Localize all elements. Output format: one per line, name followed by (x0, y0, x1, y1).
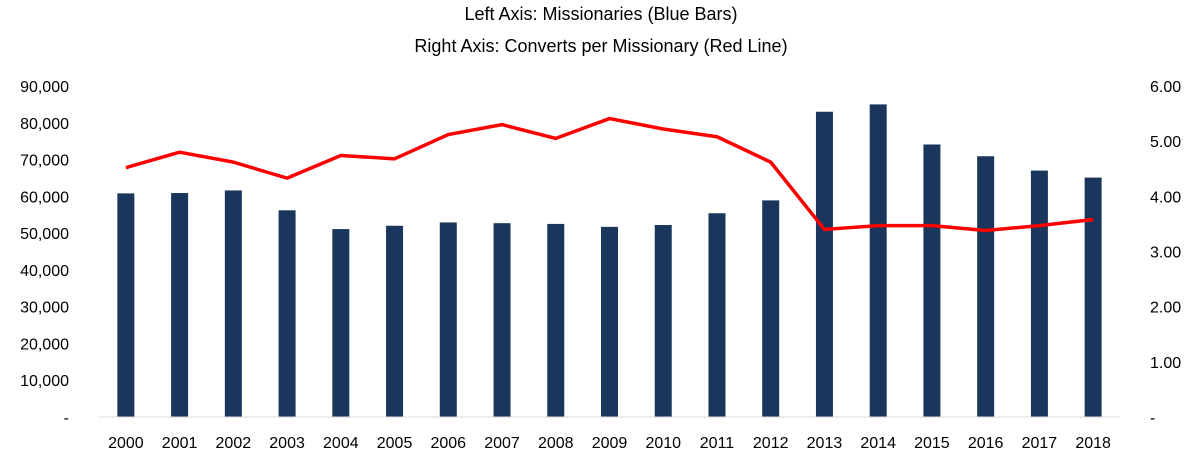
left-axis-tick-label: 20,000 (20, 336, 69, 353)
bar (601, 226, 618, 417)
bar (439, 222, 457, 417)
bar (654, 225, 672, 417)
left-axis-tick-label: 40,000 (20, 263, 69, 280)
bar (762, 200, 780, 417)
x-axis-tick-label: 2002 (216, 435, 252, 452)
right-axis-tick-label: 3.00 (1150, 245, 1181, 262)
x-axis-tick-label: 2003 (269, 435, 305, 452)
x-axis-tick-label: 2012 (753, 435, 789, 452)
bar (493, 223, 511, 417)
right-axis: - 1.00 2.00 3.00 4.00 5.00 6.00 (1150, 79, 1181, 427)
x-axis-tick-label: 2015 (914, 435, 950, 452)
left-axis-tick-label: 10,000 (20, 373, 69, 390)
bar (708, 213, 726, 417)
left-axis-tick-label: 60,000 (20, 189, 69, 206)
bar (224, 190, 242, 417)
x-axis-tick-label: 2007 (484, 435, 520, 452)
x-axis-tick-label: 2001 (162, 435, 198, 452)
x-axis-tick-label: 2014 (860, 435, 896, 452)
x-axis-tick-label: 2018 (1075, 435, 1111, 452)
x-axis-tick-label: 2016 (968, 435, 1004, 452)
left-axis-tick-label: 80,000 (20, 116, 69, 133)
left-axis-tick-label: 90,000 (20, 79, 69, 96)
x-axis-tick-label: 2017 (1022, 435, 1058, 452)
left-axis-tick-label: - (64, 410, 69, 427)
left-axis-tick-label: 30,000 (20, 300, 69, 317)
right-axis-tick-label: 2.00 (1150, 300, 1181, 317)
x-axis: 2000 2001 2002 2003 2004 2005 2006 2007 2008 2009… (108, 435, 1111, 452)
x-axis-tick-label: 2009 (592, 435, 628, 452)
right-axis-tick-label: 4.00 (1150, 189, 1181, 206)
right-axis-tick-label: 1.00 (1150, 355, 1181, 372)
x-axis-tick-label: 2008 (538, 435, 574, 452)
left-axis: - 10,000 20,000 30,000 40,000 50,000 60,000 70,… (20, 79, 69, 427)
bar (869, 104, 887, 417)
x-axis-tick-label: 2006 (430, 435, 466, 452)
right-axis-tick-label: 5.00 (1150, 134, 1181, 151)
bar (1084, 177, 1102, 417)
x-axis-tick-label: 2005 (377, 435, 413, 452)
bar-series (117, 104, 1102, 418)
x-axis-tick-label: 2013 (807, 435, 843, 452)
bar (547, 223, 565, 417)
left-axis-tick-label: 50,000 (20, 226, 69, 243)
right-axis-tick-label: 6.00 (1150, 79, 1181, 96)
x-axis-tick-label: 2000 (108, 435, 144, 452)
x-axis-tick-label: 2010 (645, 435, 681, 452)
x-axis-tick-label: 2004 (323, 435, 359, 452)
chart-subtitle: Right Axis: Converts per Missionary (Red… (0, 36, 1202, 57)
bar (278, 210, 296, 417)
bar (923, 144, 941, 417)
bar (977, 156, 995, 418)
bar (117, 193, 135, 417)
chart-subtitle-text: Right Axis: Converts per Missionary (Red… (414, 36, 788, 56)
series-line (125, 116, 1094, 233)
bar (171, 193, 189, 417)
left-axis-tick-label: 70,000 (20, 153, 69, 170)
bar (332, 229, 350, 417)
bar (386, 225, 404, 417)
bar (1030, 170, 1048, 417)
line-series (125, 116, 1094, 233)
right-axis-tick-label: - (1150, 410, 1155, 427)
chart-title: Left Axis: Missionaries (Blue Bars) (464, 4, 738, 24)
x-axis-tick-label: 2011 (700, 435, 735, 452)
bar (815, 111, 833, 417)
